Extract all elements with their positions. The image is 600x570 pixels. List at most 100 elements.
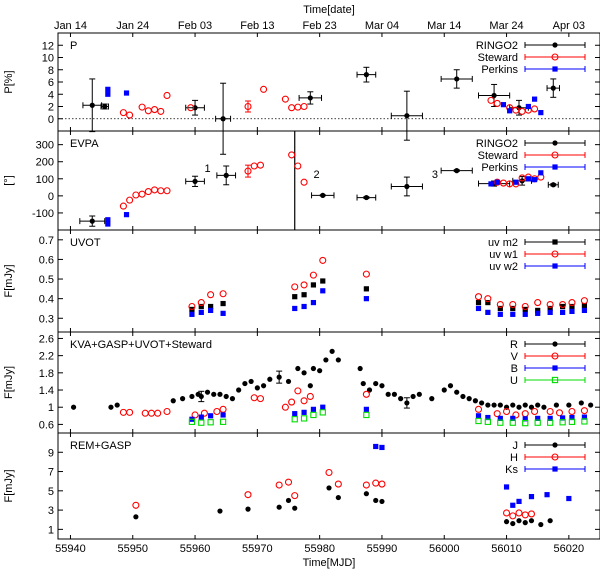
series-uv-w2 [189, 288, 588, 317]
data-point [362, 270, 370, 278]
data-point [320, 192, 326, 198]
data-point [208, 413, 214, 419]
data-point [385, 391, 391, 397]
data-point [244, 491, 252, 499]
panel-title: UVOT [70, 237, 101, 249]
data-point [487, 96, 495, 104]
panel-title: REM+GASP [70, 440, 131, 452]
y-tick-label: 12 [42, 40, 54, 52]
data-point [485, 299, 491, 306]
y-tick-label: 0.7 [39, 235, 54, 247]
panel-title: KVA+GASP+UVOT+Steward [70, 339, 212, 351]
legend-label: J [513, 440, 519, 452]
data-point [198, 303, 204, 310]
data-point [198, 309, 204, 315]
data-point [531, 177, 538, 183]
data-point [317, 368, 323, 374]
legend-label: uv m2 [488, 237, 518, 249]
data-point [219, 418, 227, 425]
panel-title: EVPA [70, 138, 99, 150]
legend-label: uv w2 [489, 261, 518, 273]
data-point [89, 218, 95, 224]
y-tick-label: 2.6 [39, 333, 54, 345]
data-point [123, 90, 130, 96]
data-point [223, 172, 229, 178]
data-point [326, 485, 332, 491]
data-point [208, 303, 214, 310]
data-point [320, 278, 326, 284]
data-point [555, 409, 564, 417]
data-point [188, 418, 196, 425]
legend-label: Ks [505, 464, 518, 476]
data-point [363, 411, 370, 419]
data-point [485, 414, 491, 421]
data-point [281, 403, 289, 411]
y-tick-label: 1.8 [39, 368, 54, 380]
data-point [294, 103, 302, 111]
data-point [522, 402, 528, 408]
data-point [198, 393, 204, 400]
data-point [291, 416, 298, 423]
data-point [207, 291, 215, 299]
series-perkins [105, 170, 544, 227]
x-tick-label: 55990 [367, 543, 398, 555]
data-point [404, 400, 410, 406]
y-tick-label: 7 [48, 467, 54, 479]
data-point [363, 194, 369, 201]
data-point [527, 510, 536, 518]
legend-label: V [511, 351, 519, 363]
data-point [292, 305, 298, 312]
x-tick-label: 56010 [491, 543, 522, 555]
data-point [525, 176, 531, 182]
legend-marker [552, 365, 558, 371]
panels: Jan 14 Jan 24 Feb 03 Feb 13 Feb 23 Mar 04 Mar … [3, 20, 600, 555]
data-point [211, 391, 217, 397]
data-point [219, 290, 227, 298]
data-point [334, 480, 342, 488]
legend-label: Steward [478, 150, 518, 162]
data-point [300, 415, 308, 422]
data-point [248, 378, 254, 385]
data-point [223, 393, 229, 400]
legend-label: H [510, 452, 518, 464]
data-point [292, 294, 298, 300]
legend-marker [551, 352, 559, 360]
data-point [566, 495, 572, 502]
data-point [485, 309, 491, 315]
data-point [220, 300, 226, 307]
data-point [288, 398, 296, 406]
data-point [581, 418, 588, 425]
panel-4: 0.6 1 1.4 1.8 2.2 2.6 F[mJy] KVA+GASP+UVOT+Stew… [3, 331, 600, 434]
data-point [163, 407, 171, 416]
data-point [404, 183, 410, 190]
data-point [378, 480, 386, 488]
data-point [254, 385, 260, 391]
data-point [207, 419, 214, 426]
data-point [179, 396, 186, 402]
data-point [546, 300, 554, 309]
data-point [373, 443, 379, 450]
y-axis-label: P[%] [3, 70, 15, 93]
x-tick-label: 55950 [117, 543, 148, 555]
data-point [544, 492, 550, 498]
data-point [522, 520, 528, 526]
data-point [521, 410, 529, 418]
data-point [105, 86, 111, 92]
data-point [363, 286, 369, 292]
data-point [102, 103, 108, 110]
data-point [363, 72, 369, 78]
legend-marker [552, 263, 558, 269]
data-point [288, 104, 296, 112]
legend-label: R [510, 339, 518, 351]
data-point [509, 300, 517, 309]
data-point [292, 505, 298, 511]
data-point [123, 212, 130, 218]
data-point [157, 107, 165, 115]
data-point [154, 409, 162, 417]
data-point [496, 300, 504, 309]
legend-marker [552, 140, 558, 146]
data-point [503, 484, 510, 490]
data-point [391, 391, 398, 397]
data-point [566, 402, 572, 408]
y-tick-label: -100 [32, 208, 54, 220]
